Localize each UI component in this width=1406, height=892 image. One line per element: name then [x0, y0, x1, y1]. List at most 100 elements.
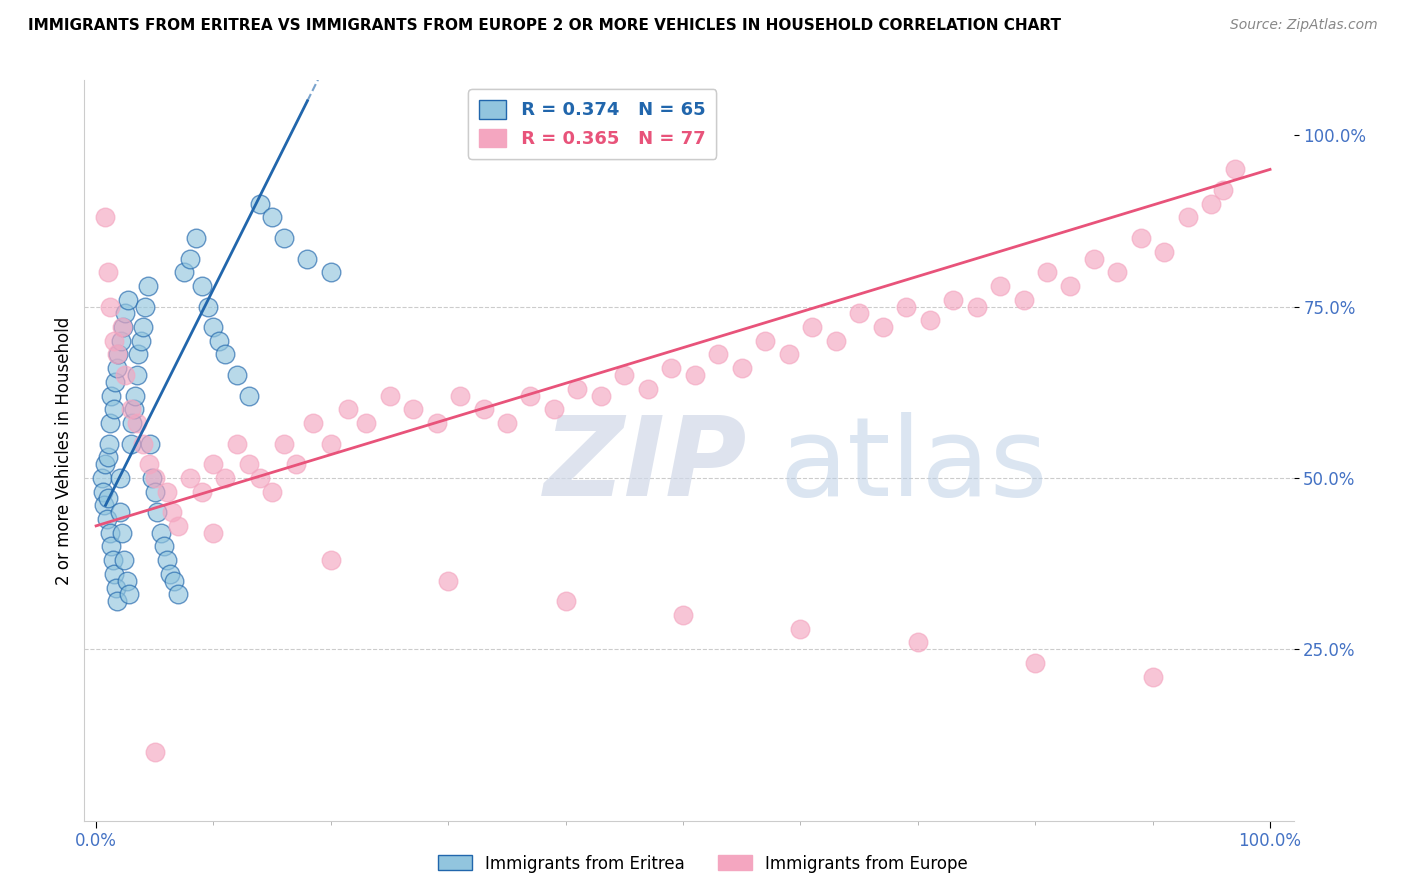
Point [110, 334, 132, 348]
Point [132, 320, 155, 334]
Point [121, 416, 143, 430]
Point [319, 436, 342, 450]
Point [543, 402, 565, 417]
Point [120, 402, 142, 417]
Point [132, 436, 155, 450]
Point [824, 334, 846, 348]
Point [402, 402, 425, 417]
Point [214, 347, 236, 361]
Point [129, 334, 152, 348]
Point [112, 320, 135, 334]
Point [472, 402, 495, 417]
Point [1212, 183, 1234, 197]
Point [115, 574, 138, 588]
Point [114, 306, 136, 320]
Text: ZIP: ZIP [544, 412, 748, 519]
Point [659, 361, 682, 376]
Point [1024, 656, 1046, 670]
Point [111, 525, 134, 540]
Point [226, 368, 249, 382]
Point [149, 525, 172, 540]
Point [143, 471, 166, 485]
Point [162, 574, 184, 588]
Point [319, 553, 342, 567]
Legend:  R = 0.374   N = 65,  R = 0.365   N = 77: R = 0.374 N = 65, R = 0.365 N = 77 [468, 89, 717, 159]
Point [179, 252, 201, 266]
Text: Source: ZipAtlas.com: Source: ZipAtlas.com [1230, 18, 1378, 32]
Point [138, 457, 160, 471]
Point [97, 265, 120, 279]
Point [202, 457, 225, 471]
Point [297, 252, 319, 266]
Point [202, 525, 225, 540]
Point [153, 540, 176, 554]
Point [519, 389, 541, 403]
Point [98, 416, 121, 430]
Point [1142, 670, 1164, 684]
Point [159, 566, 181, 581]
Point [101, 553, 124, 567]
Point [1177, 211, 1199, 225]
Point [117, 293, 139, 307]
Point [731, 361, 754, 376]
Point [425, 416, 447, 430]
Point [91, 484, 114, 499]
Point [778, 347, 800, 361]
Point [143, 745, 166, 759]
Legend: Immigrants from Eritrea, Immigrants from Europe: Immigrants from Eritrea, Immigrants from… [432, 848, 974, 880]
Point [1083, 252, 1105, 266]
Point [918, 313, 941, 327]
Point [190, 279, 212, 293]
Point [122, 402, 145, 417]
Point [672, 607, 695, 622]
Point [105, 361, 128, 376]
Point [942, 293, 965, 307]
Point [449, 389, 471, 403]
Point [127, 347, 149, 361]
Point [100, 540, 122, 554]
Point [97, 491, 120, 506]
Point [127, 416, 149, 430]
Point [184, 231, 207, 245]
Point [273, 231, 295, 245]
Point [848, 306, 870, 320]
Point [1129, 231, 1152, 245]
Point [613, 368, 636, 382]
Point [302, 416, 325, 430]
Point [91, 471, 114, 485]
Point [103, 402, 125, 417]
Point [103, 334, 125, 348]
Point [118, 587, 141, 601]
Point [894, 300, 917, 314]
Point [437, 574, 460, 588]
Point [214, 471, 236, 485]
Point [124, 389, 146, 403]
Point [988, 279, 1011, 293]
Point [637, 382, 659, 396]
Point [378, 389, 401, 403]
Point [238, 389, 260, 403]
Point [155, 484, 177, 499]
Point [262, 484, 284, 499]
Point [162, 505, 184, 519]
Point [1153, 244, 1175, 259]
Point [789, 622, 811, 636]
Point [683, 368, 706, 382]
Point [105, 347, 128, 361]
Point [249, 471, 271, 485]
Point [167, 519, 190, 533]
Point [1012, 293, 1035, 307]
Point [167, 587, 190, 601]
Point [141, 471, 163, 485]
Point [93, 498, 115, 512]
Point [143, 484, 166, 499]
Point [98, 525, 121, 540]
Point [1036, 265, 1059, 279]
Point [966, 300, 988, 314]
Point [354, 416, 377, 430]
Point [202, 320, 225, 334]
Point [114, 368, 136, 382]
Point [127, 368, 149, 382]
Point [1107, 265, 1129, 279]
Point [907, 635, 929, 649]
